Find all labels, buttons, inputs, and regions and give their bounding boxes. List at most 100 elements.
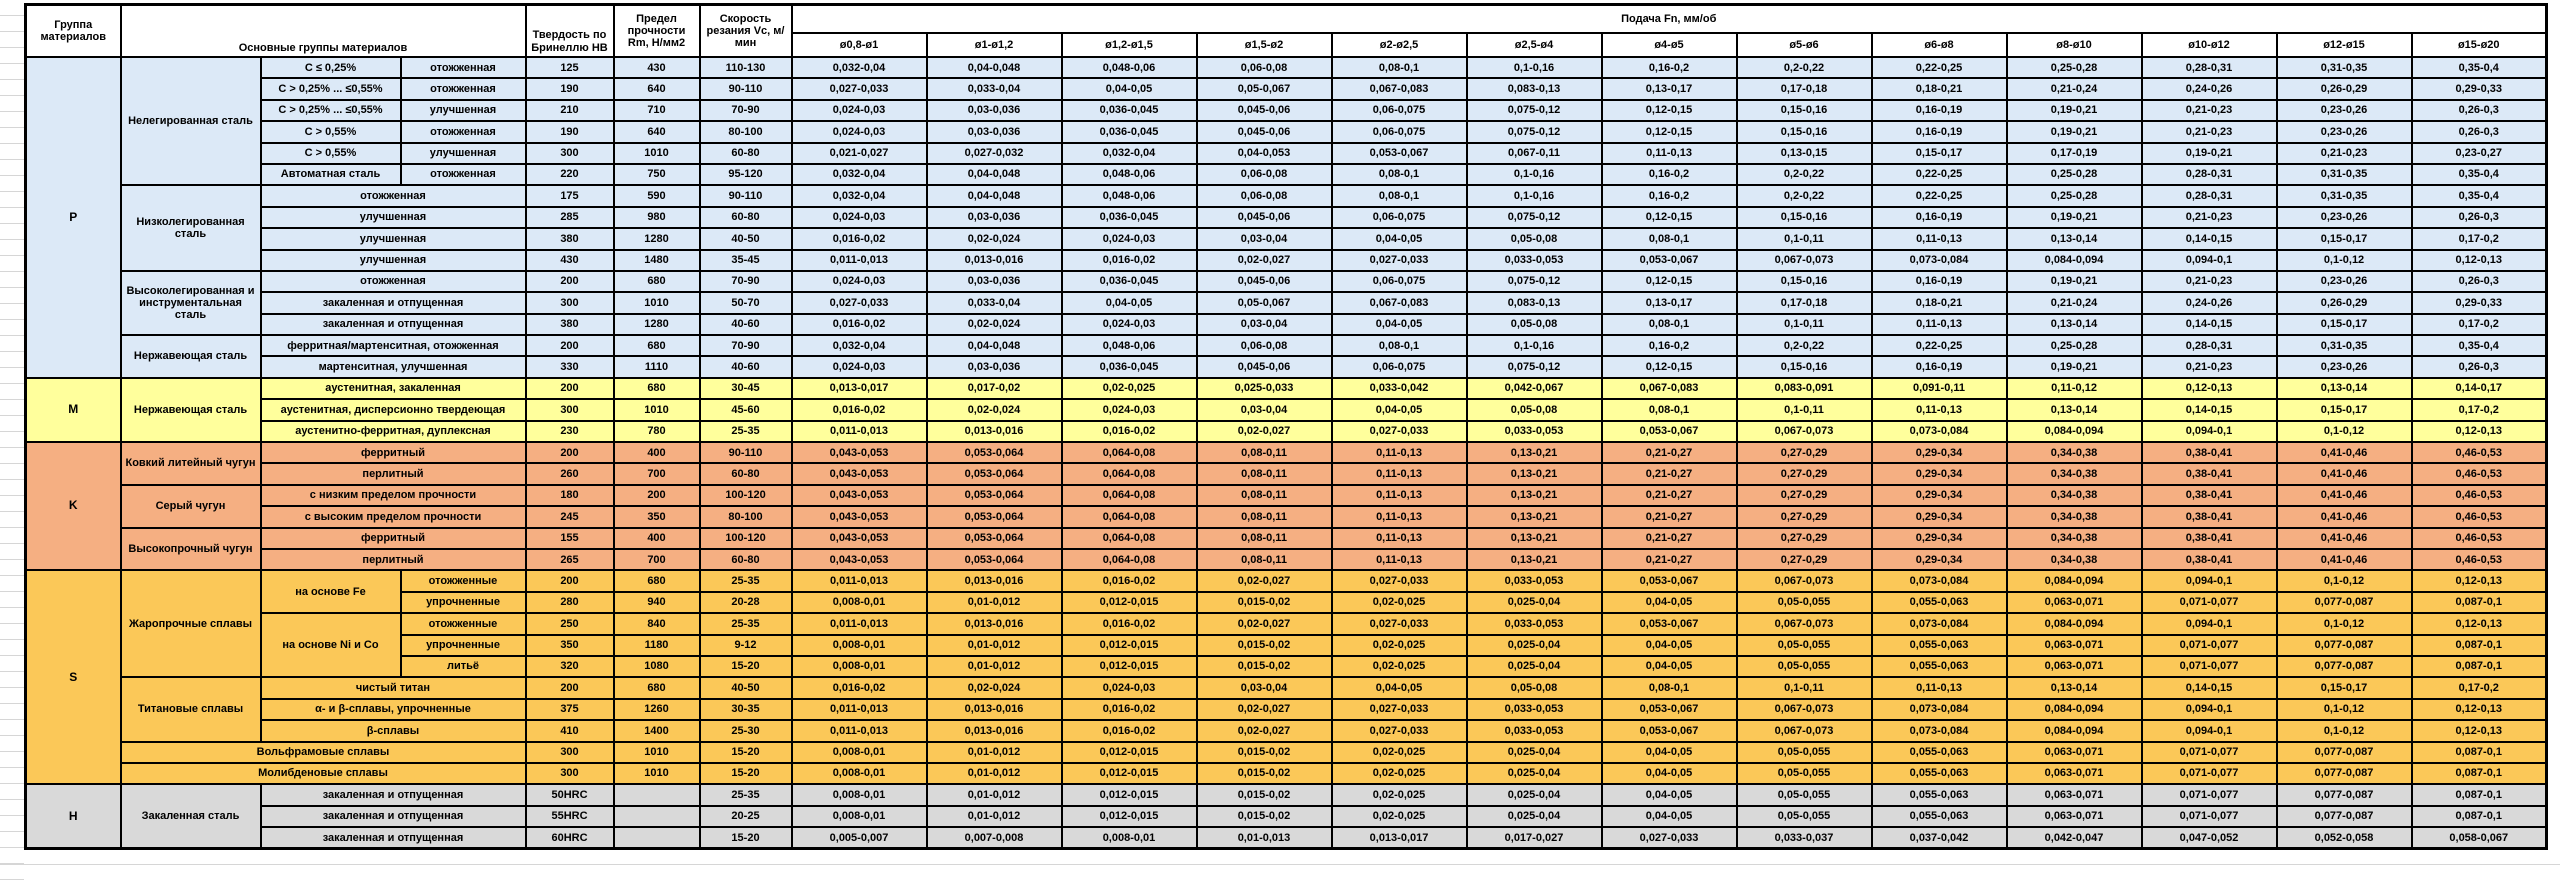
feed-cell[interactable]: 0,15-0,17 bbox=[1870, 141, 2008, 165]
feed-cell[interactable]: 0,29-0,34 bbox=[1870, 526, 2008, 551]
feed-cell[interactable]: 0,15-0,17 bbox=[2275, 398, 2413, 422]
rm-cell[interactable]: 1010 bbox=[612, 291, 701, 315]
feed-cell[interactable]: 0,26-0,29 bbox=[2275, 77, 2413, 101]
rm-cell[interactable]: 680 bbox=[612, 376, 701, 401]
feed-cell[interactable]: 0,11-0,13 bbox=[1600, 141, 1738, 165]
material-label-cell[interactable]: Автоматная сталь bbox=[259, 162, 402, 187]
feed-cell[interactable]: 0,41-0,46 bbox=[2275, 483, 2413, 508]
hb-cell[interactable]: 410 bbox=[524, 719, 615, 743]
feed-cell[interactable]: 0,27-0,29 bbox=[1735, 526, 1873, 551]
vc-cell[interactable]: 60-80 bbox=[698, 462, 793, 486]
rm-cell[interactable]: 1480 bbox=[612, 248, 701, 272]
feed-cell[interactable]: 0,015-0,02 bbox=[1195, 740, 1333, 764]
rm-cell[interactable]: 1400 bbox=[612, 719, 701, 743]
feed-cell[interactable]: 0,013-0,017 bbox=[1330, 826, 1468, 850]
hb-cell[interactable]: 300 bbox=[524, 761, 615, 786]
hb-cell[interactable]: 300 bbox=[524, 398, 615, 422]
feed-cell[interactable]: 0,23-0,26 bbox=[2275, 120, 2413, 144]
feed-cell[interactable]: 0,048-0,06 bbox=[1060, 334, 1198, 358]
feed-cell[interactable]: 0,18-0,21 bbox=[1870, 291, 2008, 315]
hb-cell[interactable]: 375 bbox=[524, 697, 615, 722]
feed-cell[interactable]: 0,06-0,08 bbox=[1195, 55, 1333, 80]
feed-cell[interactable]: 0,063-0,071 bbox=[2005, 590, 2143, 615]
feed-cell[interactable]: 0,04-0,05 bbox=[1600, 783, 1738, 807]
feed-cell[interactable]: 0,073-0,084 bbox=[1870, 419, 2008, 444]
feed-cell[interactable]: 0,045-0,06 bbox=[1195, 355, 1333, 379]
feed-cell[interactable]: 0,011-0,013 bbox=[790, 612, 928, 636]
feed-cell[interactable]: 0,21-0,23 bbox=[2140, 355, 2278, 379]
feed-cell[interactable]: 0,077-0,087 bbox=[2275, 804, 2413, 829]
diameter-header-cell[interactable]: ø10-ø12 bbox=[2140, 32, 2278, 58]
feed-cell[interactable]: 0,04-0,05 bbox=[1060, 291, 1198, 315]
feed-cell[interactable]: 0,46-0,53 bbox=[2410, 462, 2548, 486]
vc-cell[interactable]: 80-100 bbox=[698, 120, 793, 144]
feed-cell[interactable]: 0,043-0,053 bbox=[790, 526, 928, 551]
rm-cell[interactable]: 400 bbox=[612, 441, 701, 465]
hb-cell[interactable]: 180 bbox=[524, 483, 615, 508]
rm-cell[interactable]: 350 bbox=[612, 505, 701, 529]
feed-cell[interactable]: 0,03-0,036 bbox=[925, 355, 1063, 379]
feed-cell[interactable]: 0,15-0,17 bbox=[2275, 676, 2413, 700]
feed-cell[interactable]: 0,032-0,04 bbox=[790, 55, 928, 80]
material-label-cell[interactable]: Высоколегированная и инструментальная ст… bbox=[119, 269, 262, 337]
material-label-cell[interactable]: C > 0,55% bbox=[259, 141, 402, 165]
hb-cell[interactable]: 190 bbox=[524, 120, 615, 144]
feed-cell[interactable]: 0,04-0,05 bbox=[1600, 804, 1738, 829]
material-label-cell[interactable]: отожженные bbox=[399, 569, 527, 593]
rm-cell[interactable]: 940 bbox=[612, 590, 701, 615]
feed-cell[interactable]: 0,12-0,15 bbox=[1600, 269, 1738, 294]
material-label-cell[interactable]: Закаленная сталь bbox=[119, 783, 262, 850]
hb-cell[interactable]: 55HRC bbox=[524, 804, 615, 829]
feed-cell[interactable]: 0,23-0,26 bbox=[2275, 269, 2413, 294]
feed-cell[interactable]: 0,063-0,071 bbox=[2005, 654, 2143, 679]
feed-cell[interactable]: 0,11-0,13 bbox=[1870, 312, 2008, 337]
feed-cell[interactable]: 0,053-0,064 bbox=[925, 483, 1063, 508]
hb-cell[interactable]: 230 bbox=[524, 419, 615, 444]
feed-cell[interactable]: 0,13-0,14 bbox=[2005, 312, 2143, 337]
feed-cell[interactable]: 0,16-0,19 bbox=[1870, 355, 2008, 379]
feed-cell[interactable]: 0,01-0,013 bbox=[1195, 826, 1333, 850]
vc-cell[interactable]: 100-120 bbox=[698, 483, 793, 508]
rm-cell[interactable]: 1260 bbox=[612, 697, 701, 722]
rm-cell[interactable]: 640 bbox=[612, 77, 701, 101]
feed-cell[interactable]: 0,063-0,071 bbox=[2005, 783, 2143, 807]
material-label-cell[interactable]: улучшенная bbox=[259, 205, 527, 230]
diameter-header-cell[interactable]: ø1-ø1,2 bbox=[925, 32, 1063, 58]
diameter-header-cell[interactable]: ø0,8-ø1 bbox=[790, 32, 928, 58]
material-label-cell[interactable]: Титановые сплавы bbox=[119, 676, 262, 743]
rm-cell[interactable] bbox=[612, 783, 701, 807]
feed-cell[interactable]: 0,036-0,045 bbox=[1060, 355, 1198, 379]
feed-cell[interactable]: 0,063-0,071 bbox=[2005, 633, 2143, 657]
feed-cell[interactable]: 0,28-0,31 bbox=[2140, 184, 2278, 208]
feed-cell[interactable]: 0,067-0,083 bbox=[1330, 77, 1468, 101]
feed-cell[interactable]: 0,05-0,055 bbox=[1735, 783, 1873, 807]
feed-cell[interactable]: 0,05-0,067 bbox=[1195, 291, 1333, 315]
feed-cell[interactable]: 0,016-0,02 bbox=[1060, 419, 1198, 444]
feed-cell[interactable]: 0,27-0,29 bbox=[1735, 462, 1873, 486]
feed-cell[interactable]: 0,027-0,033 bbox=[1330, 719, 1468, 743]
feed-cell[interactable]: 0,075-0,12 bbox=[1465, 120, 1603, 144]
feed-cell[interactable]: 0,12-0,15 bbox=[1600, 355, 1738, 379]
rm-cell[interactable]: 1010 bbox=[612, 398, 701, 422]
hb-cell[interactable]: 330 bbox=[524, 355, 615, 379]
hb-cell[interactable]: 200 bbox=[524, 334, 615, 358]
feed-cell[interactable]: 0,094-0,1 bbox=[2140, 248, 2278, 272]
feed-cell[interactable]: 0,13-0,17 bbox=[1600, 291, 1738, 315]
material-label-cell[interactable]: улучшенная bbox=[259, 227, 527, 251]
feed-cell[interactable]: 0,012-0,015 bbox=[1060, 783, 1198, 807]
feed-cell[interactable]: 0,25-0,28 bbox=[2005, 162, 2143, 187]
feed-cell[interactable]: 0,46-0,53 bbox=[2410, 441, 2548, 465]
feed-cell[interactable]: 0,25-0,28 bbox=[2005, 334, 2143, 358]
feed-cell[interactable]: 0,05-0,08 bbox=[1465, 312, 1603, 337]
feed-cell[interactable]: 0,012-0,015 bbox=[1060, 740, 1198, 764]
feed-cell[interactable]: 0,087-0,1 bbox=[2410, 633, 2548, 657]
feed-cell[interactable]: 0,04-0,048 bbox=[925, 334, 1063, 358]
feed-cell[interactable]: 0,04-0,05 bbox=[1600, 654, 1738, 679]
feed-cell[interactable]: 0,025-0,04 bbox=[1465, 804, 1603, 829]
feed-cell[interactable]: 0,053-0,067 bbox=[1600, 419, 1738, 444]
rm-cell[interactable]: 680 bbox=[612, 269, 701, 294]
feed-cell[interactable]: 0,06-0,075 bbox=[1330, 205, 1468, 230]
feed-cell[interactable]: 0,16-0,2 bbox=[1600, 55, 1738, 80]
feed-cell[interactable]: 0,073-0,084 bbox=[1870, 612, 2008, 636]
material-label-cell[interactable]: Нержавеющая сталь bbox=[119, 376, 262, 444]
